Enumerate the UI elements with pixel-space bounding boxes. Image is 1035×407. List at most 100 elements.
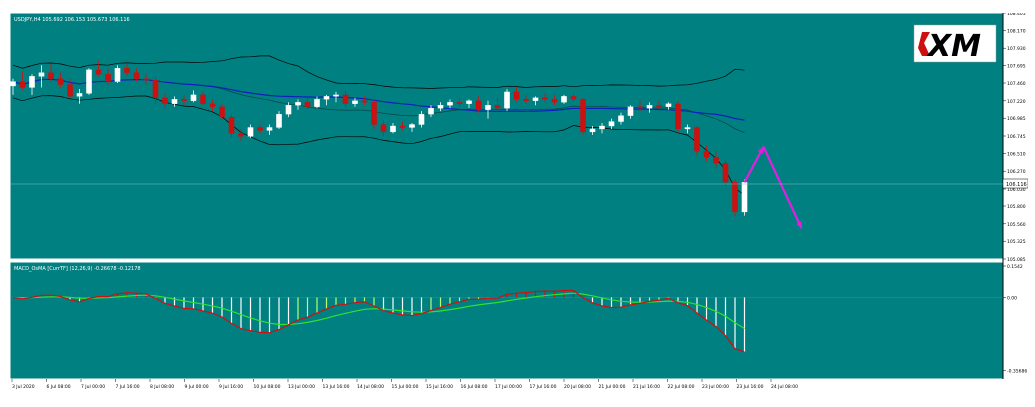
price-tick-label: 107.930 — [1007, 46, 1026, 52]
candle-body — [304, 102, 311, 107]
candle-body — [722, 162, 729, 183]
time-tick-label: 14 Jul 08:00 — [357, 384, 384, 390]
candle-body — [38, 72, 45, 77]
price-tick-label: 105.560 — [1007, 222, 1026, 228]
candle-body — [675, 103, 681, 130]
price-tick-label: 105.085 — [1007, 257, 1026, 263]
candle-body — [152, 79, 159, 98]
candle-body — [266, 127, 273, 131]
time-tick-label: 21 Jul 00:00 — [599, 384, 626, 390]
candle-body — [523, 99, 529, 101]
candle-body — [314, 99, 320, 107]
price-tick-label: 107.695 — [1007, 64, 1026, 70]
symbol-header: USDJPY,H4 105.692 106.153 105.673 106.11… — [14, 17, 130, 23]
candle-body — [323, 96, 330, 100]
candle-body — [200, 94, 206, 104]
macd-lines — [12, 289, 745, 353]
candle-body — [95, 69, 102, 75]
time-tick-label: 16 Jul 08:00 — [461, 384, 488, 390]
candle-body — [551, 99, 558, 103]
chart-window[interactable]: 108.405 108.170 107.930 107.695 107.460 107.2… — [10, 13, 1028, 394]
moving-average-line — [12, 78, 745, 121]
candle-body — [466, 100, 472, 104]
time-tick-label: 23 Jul 00:00 — [702, 384, 729, 390]
candle-body — [418, 113, 425, 125]
candle-body — [494, 105, 501, 109]
candle-body — [19, 81, 26, 88]
candle-body — [124, 68, 130, 73]
candle-body — [247, 127, 254, 137]
forecast-arrow-head — [757, 146, 764, 154]
price-panel[interactable] — [10, 13, 1004, 260]
candle-body — [532, 97, 539, 101]
candle-body — [428, 108, 434, 115]
price-tick-label: 107.220 — [1007, 99, 1026, 105]
candle-body — [732, 182, 738, 213]
candle-body — [447, 102, 453, 106]
candle-body — [703, 151, 710, 158]
candle-body — [10, 81, 16, 87]
time-tick-label: 21 Jul 16:00 — [633, 384, 660, 390]
time-tick-label: 9 Jul 16:00 — [219, 384, 243, 390]
price-tick-label: 105.800 — [1007, 204, 1026, 210]
candle-body — [580, 99, 586, 133]
time-tick-label: 10 Jul 08:00 — [254, 384, 281, 390]
price-tick-label: 108.170 — [1007, 28, 1026, 34]
indicator-axis-labels: 0.1542 0.00 -0.35686 — [1003, 264, 1027, 374]
price-tick-label: 107.460 — [1007, 81, 1026, 87]
indicator-panel[interactable] — [10, 261, 1004, 380]
candle-body — [684, 127, 691, 130]
forecast-arrow-line — [762, 146, 803, 229]
candle-body — [741, 182, 748, 213]
candle-body — [589, 128, 596, 133]
price-tick-label: 106.510 — [1007, 151, 1026, 157]
candle-body — [342, 94, 349, 104]
candle-body — [371, 102, 377, 125]
candle-body — [86, 69, 92, 94]
candle-body — [504, 91, 510, 109]
candle-body — [646, 105, 653, 109]
candle-body — [105, 73, 111, 82]
forecast-arrow-line — [743, 146, 765, 183]
candle-body — [599, 125, 605, 130]
candle-body — [209, 103, 216, 107]
candle-body — [48, 72, 54, 79]
time-tick-label: 7 Jul 00:00 — [81, 384, 105, 390]
current-price-label: 106.116 — [1006, 182, 1027, 188]
candle-body — [456, 102, 463, 104]
macd-main-line — [12, 289, 745, 353]
forecast-arrow-head — [796, 221, 802, 229]
time-tick-label: 3 Jul 2020 — [12, 384, 35, 390]
bollinger-lower — [12, 95, 745, 196]
candle-body — [67, 84, 73, 97]
candle-body — [219, 106, 225, 118]
indicator-tick-label: 0.00 — [1007, 295, 1017, 301]
candle-body — [713, 156, 719, 164]
candle-body — [409, 124, 415, 128]
time-tick-label: 15 Jul 16:00 — [426, 384, 453, 390]
indicator-header: MACD_OsMA [CurrTF] (12,26,9) -0.26678 -0… — [14, 266, 141, 272]
candle-body — [570, 96, 577, 100]
candle-body — [399, 125, 406, 128]
xm-logo: XM — [913, 24, 997, 64]
price-tick-label: 105.325 — [1007, 239, 1026, 245]
candle-body — [361, 100, 368, 103]
candle-body — [228, 116, 235, 134]
time-tick-label: 7 Jul 16:00 — [116, 384, 140, 390]
time-axis — [10, 379, 1028, 394]
price-tick-label: 106.270 — [1007, 169, 1026, 175]
forecast-arrows — [743, 146, 803, 229]
candle-body — [656, 105, 662, 107]
candle-body — [390, 125, 396, 133]
candle-body — [380, 124, 387, 133]
bollinger-upper — [12, 55, 745, 89]
time-tick-label: 8 Jul 08:00 — [150, 384, 174, 390]
candle-body — [437, 105, 444, 109]
candle-body — [133, 72, 140, 79]
price-tick-label: 106.985 — [1007, 116, 1026, 122]
candle-body — [665, 103, 672, 107]
chart-canvas[interactable]: 108.405 108.170 107.930 107.695 107.460 107.2… — [10, 13, 1028, 394]
time-tick-label: 20 Jul 08:00 — [564, 384, 591, 390]
candle-body — [181, 99, 187, 101]
candle-body — [295, 102, 301, 106]
